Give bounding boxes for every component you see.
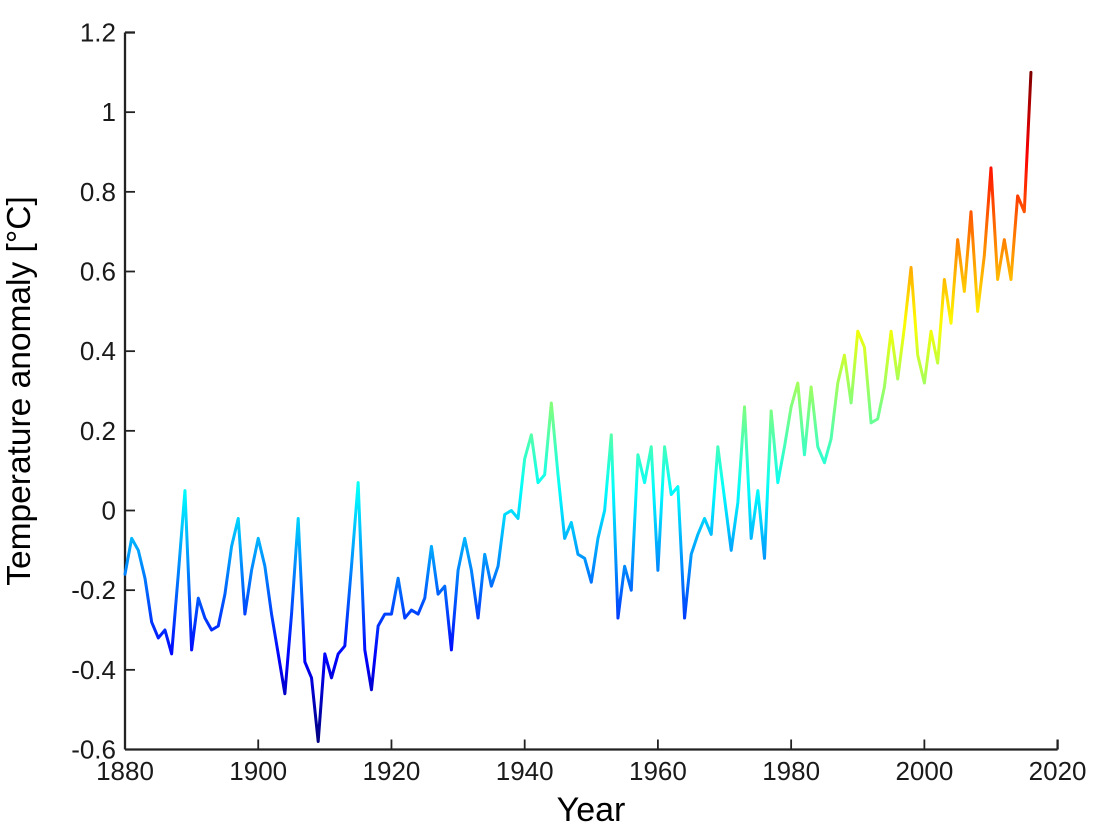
svg-text:-0.2: -0.2 (71, 575, 116, 605)
svg-text:1940: 1940 (496, 756, 554, 786)
svg-text:1: 1 (102, 97, 116, 127)
svg-text:2000: 2000 (895, 756, 953, 786)
svg-text:Temperature anomaly [°C]: Temperature anomaly [°C] (1, 196, 38, 586)
svg-text:1.2: 1.2 (80, 18, 116, 48)
svg-text:Year: Year (557, 791, 626, 829)
svg-text:0.8: 0.8 (80, 177, 116, 207)
svg-text:-0.4: -0.4 (71, 655, 116, 685)
svg-text:0.2: 0.2 (80, 416, 116, 446)
svg-text:1900: 1900 (229, 756, 287, 786)
svg-text:1960: 1960 (629, 756, 687, 786)
svg-text:2020: 2020 (1029, 756, 1087, 786)
svg-text:1920: 1920 (363, 756, 421, 786)
svg-text:1980: 1980 (762, 756, 820, 786)
svg-text:0: 0 (102, 496, 116, 526)
svg-text:0.6: 0.6 (80, 257, 116, 287)
svg-text:0.4: 0.4 (80, 336, 116, 366)
svg-text:-0.6: -0.6 (71, 735, 116, 765)
